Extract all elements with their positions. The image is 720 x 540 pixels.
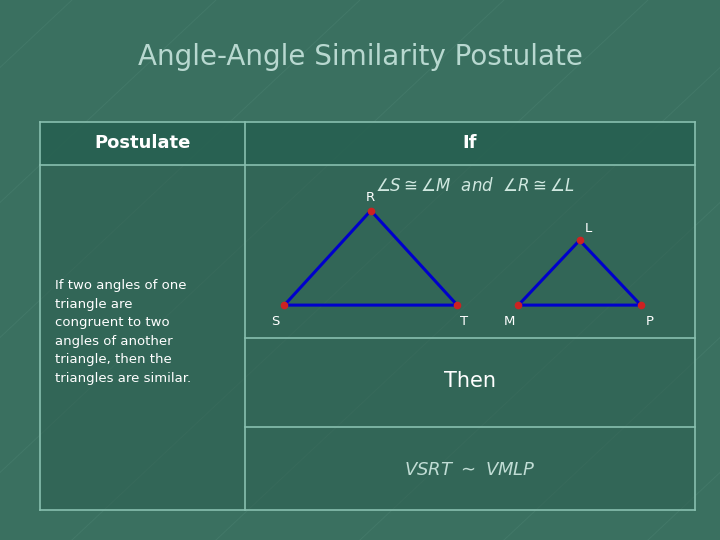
Text: If two angles of one
triangle are
congruent to two
angles of another
triangle, t: If two angles of one triangle are congru… (55, 279, 192, 385)
Bar (40, 122, 695, 510)
Text: S: S (271, 315, 280, 328)
Bar (40, 122, 695, 165)
Text: $\it{VSRT}\ {\sim}\ \it{VMLP}$: $\it{VSRT}\ {\sim}\ \it{VMLP}$ (404, 461, 536, 479)
Text: Then: Then (444, 370, 496, 391)
Text: M: M (503, 315, 515, 328)
Text: Angle-Angle Similarity Postulate: Angle-Angle Similarity Postulate (138, 43, 582, 71)
Text: If: If (462, 134, 477, 152)
Text: T: T (460, 315, 469, 328)
Text: R: R (366, 191, 375, 204)
Text: $\angle S \cong \angle M\ \ \mathregular{and}\ \ \angle R \cong \angle L$: $\angle S \cong \angle M\ \ \mathregular… (375, 177, 575, 195)
Text: L: L (585, 222, 592, 235)
Text: Postulate: Postulate (94, 134, 190, 152)
Text: P: P (645, 315, 654, 328)
